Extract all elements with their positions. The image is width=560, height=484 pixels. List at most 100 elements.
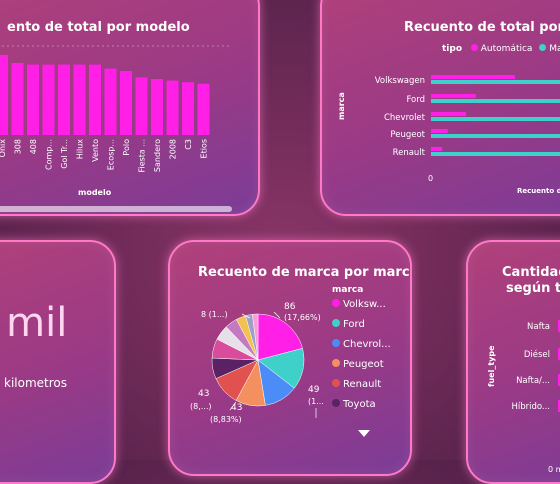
- x-tick-label: Vento: [91, 139, 100, 162]
- y-axis-label: fuel_type: [487, 345, 496, 387]
- x-axis-label: modelo: [78, 188, 112, 197]
- pie-label-vw: 86: [284, 302, 296, 312]
- bar-auto-0[interactable]: [431, 75, 515, 79]
- bar-13[interactable]: [197, 83, 210, 135]
- bar-manual-1[interactable]: [431, 99, 560, 103]
- legend-item[interactable]: Volksw...: [332, 299, 391, 319]
- pie-label-peu: 43: [231, 403, 242, 413]
- legend-item[interactable]: Ford: [332, 319, 391, 339]
- bar-auto-3[interactable]: [431, 129, 448, 133]
- legend-dot-icon: [332, 299, 340, 307]
- bar-11[interactable]: [166, 80, 179, 135]
- legend-title: tipo: [442, 44, 463, 54]
- card-total-by-model[interactable]: ento de total por modelo Onix 308 408 Comp.…: [0, 0, 260, 216]
- card-title: ento de total por modelo: [7, 20, 190, 35]
- y-tick-label: Nafta: [527, 322, 550, 332]
- legend-item[interactable]: Peugeot: [332, 359, 391, 379]
- legend-dot-icon: [539, 44, 547, 51]
- y-tick-label: Renault: [393, 148, 426, 158]
- bar-7[interactable]: [104, 68, 117, 135]
- bar-6[interactable]: [89, 64, 101, 135]
- legend-dot-icon: [332, 399, 340, 407]
- x-tick-label: Etios: [200, 139, 209, 158]
- pie-label-peu-pct: (8,83%): [210, 415, 242, 424]
- bar-0[interactable]: [558, 320, 560, 332]
- brand-type-bar-chart: marca Volkswagen Ford Chevrolet Peugeot Rena…: [337, 75, 560, 195]
- legend-scroll-down-icon[interactable]: [358, 430, 370, 437]
- bar-auto-4[interactable]: [431, 147, 443, 151]
- legend-item[interactable]: Renault: [332, 379, 391, 399]
- y-tick-label: Diésel: [524, 349, 550, 360]
- card-total-by-brand[interactable]: Recuento de total por mar tipo Automátic…: [320, 0, 560, 216]
- legend: tipo Automática Man: [442, 44, 560, 54]
- x-tick-label: Comp...: [45, 139, 54, 170]
- y-tick-label: Volkswagen: [375, 76, 425, 86]
- scrollbar[interactable]: [0, 206, 232, 212]
- bar-2[interactable]: [558, 374, 560, 386]
- pie-label-ren: 43: [198, 389, 209, 399]
- y-tick-label: Peugeot: [390, 130, 425, 140]
- bar-4[interactable]: [58, 64, 70, 135]
- card-fuel-type[interactable]: Cantidad d según tip fuel_type Nafta Diés…: [466, 240, 560, 484]
- bar-3[interactable]: [42, 64, 55, 135]
- pie-label-small: 8 (1...): [201, 310, 228, 319]
- card-kilometros[interactable]: 0 mil kilometros: [0, 240, 116, 484]
- x-tick-label: 408: [29, 139, 38, 154]
- bar-manual-3[interactable]: [431, 134, 560, 138]
- card-title: Recuento de total por mar: [404, 20, 560, 35]
- x-tick-label: Polo: [122, 139, 131, 156]
- legend-item[interactable]: Chevrol...: [332, 339, 391, 359]
- x-axis-label: Recuento d: [517, 187, 560, 195]
- card-title: Recuento de marca por marca: [198, 265, 412, 280]
- legend-item-manual[interactable]: Man: [549, 44, 560, 54]
- bar-1[interactable]: [11, 63, 24, 135]
- x-tick: 0 m: [548, 465, 560, 474]
- bar-auto-2[interactable]: [431, 112, 466, 116]
- bar-3[interactable]: [558, 400, 560, 412]
- kpi-value: 0 mil: [0, 300, 68, 346]
- bar-5[interactable]: [73, 64, 86, 135]
- bar-manual-2[interactable]: [431, 117, 560, 121]
- bar-manual-4[interactable]: [431, 152, 560, 156]
- pie-label-ren-pct: (8,...): [190, 402, 212, 411]
- model-bar-chart: Onix 308 408 Comp... Gol Tr... Hilux Vento Ecos…: [0, 45, 232, 212]
- pie-slice-0[interactable]: [257, 313, 303, 361]
- bar-12[interactable]: [182, 82, 194, 135]
- x-tick-label: C3: [184, 139, 193, 150]
- bar-0[interactable]: [0, 55, 8, 135]
- fuel-bar-chart: fuel_type Nafta Diésel Nafta/... Híbrido...…: [487, 320, 560, 474]
- legend-dot-icon: [332, 319, 340, 327]
- x-tick-label: Sandero: [153, 139, 162, 172]
- legend-dot-icon: [470, 44, 478, 51]
- legend-item[interactable]: Toyota: [332, 399, 391, 419]
- y-axis-label: marca: [337, 92, 346, 120]
- pie-label-chev: 49: [308, 385, 320, 395]
- bar-manual-0[interactable]: [431, 80, 560, 84]
- legend-title: marca: [332, 285, 364, 295]
- x-tick-label: Fiesta ...: [138, 139, 147, 173]
- legend-item-automatica[interactable]: Automática: [480, 44, 533, 54]
- card-brand-pie[interactable]: Recuento de marca por marca 86 (17,66%) …: [168, 240, 412, 476]
- bar-8[interactable]: [120, 71, 132, 135]
- y-tick-label: Híbrido...: [511, 402, 550, 412]
- x-tick-label: 308: [14, 139, 23, 154]
- x-tick-label: Hilux: [76, 139, 85, 160]
- bar-auto-1[interactable]: [431, 94, 476, 98]
- legend-dot-icon: [332, 379, 340, 387]
- x-tick-label: Ecosp...: [107, 139, 116, 170]
- pie-slice-11[interactable]: [252, 313, 259, 361]
- card-title-line2: según tip: [506, 281, 560, 296]
- bar-10[interactable]: [151, 79, 163, 135]
- card-title-line1: Cantidad d: [502, 265, 560, 280]
- bar-2[interactable]: [27, 64, 39, 135]
- pie-label-vw-pct: (17,66%): [284, 313, 321, 322]
- y-tick-label: Ford: [406, 95, 425, 105]
- brand-pie-chart: 86 (17,66%) 49 (1... 43 (8,83%) 43 (8,..…: [190, 302, 324, 424]
- x-tick-label: Onix: [0, 139, 7, 158]
- pie-legend: marca Volksw... Ford Chevrol... Peugeot …: [332, 285, 391, 419]
- x-tick: 0: [428, 174, 433, 183]
- pie-label-chev-pct: (1...: [308, 397, 324, 406]
- bar-1[interactable]: [558, 348, 560, 360]
- x-tick-label: Gol Tr...: [60, 139, 69, 169]
- bar-9[interactable]: [135, 77, 148, 135]
